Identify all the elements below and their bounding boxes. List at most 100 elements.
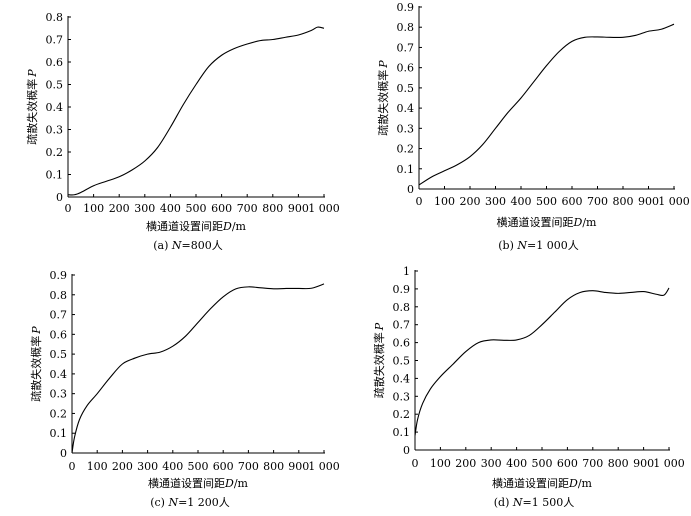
y-tick-label: 0.8 — [393, 301, 411, 314]
x-axis-title: 横通道设置间距D/m — [497, 215, 598, 229]
x-tick-label: 200 — [109, 202, 130, 215]
series-line — [71, 283, 325, 454]
y-tick-label: 0.5 — [46, 79, 64, 92]
x-tick-label: 600 — [211, 202, 232, 215]
y-tick-label: 1 — [403, 265, 410, 278]
chart-svg-b: 0 100 200 300 400 500 600 700 800 900 1 000 0 0.1 0.2… — [376, 1, 690, 252]
x-tick-label: 800 — [263, 460, 284, 473]
x-tick-label: 400 — [506, 457, 527, 470]
y-tick-label: 0.8 — [46, 11, 64, 24]
y-tick-label: 0.4 — [397, 102, 415, 115]
y-tick-label: 0.6 — [50, 328, 68, 341]
x-tick-label: 200 — [112, 460, 133, 473]
y-axis-title: 疏散失效概率P — [372, 322, 386, 398]
x-axis-title: 横通道设置间距D/m — [148, 476, 249, 490]
y-tick-label: 0.8 — [50, 289, 68, 302]
y-tick-label: 0.2 — [393, 408, 411, 421]
chart-panel-c: 0 100 200 300 400 500 600 700 800 900 1 000 0 0.1 0.2… — [0, 258, 345, 516]
y-tick-label: 0.4 — [46, 101, 64, 114]
x-tick-label: 100 — [83, 202, 104, 215]
y-tick-label: 0.2 — [397, 143, 415, 156]
y-tick-label: 0.1 — [397, 163, 415, 176]
y-tick-label: 0.1 — [50, 427, 68, 440]
y-tick-label: 0.2 — [46, 146, 64, 159]
x-tick-label: 800 — [608, 457, 629, 470]
x-tick-label: 200 — [455, 457, 476, 470]
x-tick-label: 1 000 — [308, 460, 340, 473]
y-tick-label: 0.8 — [397, 21, 415, 34]
y-axis-title: 疏散失效概率P — [376, 60, 390, 136]
y-tick-label: 0.1 — [393, 426, 411, 439]
x-tick-label: 200 — [460, 195, 481, 208]
series-line — [414, 287, 670, 436]
x-tick-label: 900 — [288, 202, 309, 215]
x-tick-label: 100 — [87, 460, 108, 473]
y-tick-label: 0.9 — [397, 1, 415, 14]
y-tick-label: 0.5 — [393, 355, 411, 368]
x-tick-label: 400 — [162, 460, 183, 473]
panel-caption: (c) N=1 200人 — [150, 496, 230, 509]
y-tick-label: 0.9 — [50, 269, 68, 282]
x-tick-label: 1 000 — [658, 195, 690, 208]
x-tick-label: 0 — [416, 195, 423, 208]
x-tick-label: 100 — [430, 457, 451, 470]
panel-caption: (a) N=800人 — [153, 239, 222, 252]
panel-caption: (b) N=1 000人 — [498, 239, 578, 252]
x-tick-label: 300 — [134, 202, 155, 215]
y-tick-label: 0.3 — [50, 388, 68, 401]
x-tick-label: 400 — [160, 202, 181, 215]
y-tick-label: 0.2 — [50, 407, 68, 420]
y-tick-label: 0.6 — [393, 337, 411, 350]
x-tick-label: 300 — [481, 457, 502, 470]
x-tick-label: 700 — [237, 202, 258, 215]
y-tick-label: 0 — [56, 191, 63, 204]
chart-svg-a: 0 100 200 300 400 500 600 700 800 900 1 000 0 0.1 0.2… — [25, 11, 340, 252]
y-tick-label: 0.5 — [50, 348, 68, 361]
x-tick-label: 500 — [186, 202, 207, 215]
x-tick-label: 100 — [434, 195, 455, 208]
chart-panel-b: 0 100 200 300 400 500 600 700 800 900 1 000 0 0.1 0.2… — [345, 0, 691, 258]
x-tick-label: 600 — [213, 460, 234, 473]
x-tick-label: 1 000 — [653, 457, 685, 470]
panel-caption: (d) N=1 500人 — [494, 496, 574, 509]
y-axis-title: 疏散失效概率P — [29, 326, 43, 402]
x-tick-label: 700 — [238, 460, 259, 473]
y-axis-title: 疏散失效概率P — [25, 69, 39, 145]
y-tick-label: 0 — [407, 183, 414, 196]
x-tick-label: 900 — [288, 460, 309, 473]
series-line — [67, 26, 325, 196]
x-tick-label: 1 000 — [308, 202, 340, 215]
y-tick-label: 0.6 — [46, 56, 64, 69]
x-tick-label: 900 — [633, 457, 654, 470]
x-axis-title: 横通道设置间距D/m — [492, 476, 593, 490]
x-tick-label: 800 — [262, 202, 283, 215]
x-tick-label: 700 — [582, 457, 603, 470]
y-tick-label: 0.6 — [397, 62, 415, 75]
x-tick-label: 800 — [613, 195, 634, 208]
x-tick-label: 400 — [511, 195, 532, 208]
y-tick-label: 0.7 — [46, 34, 64, 47]
x-tick-label: 500 — [536, 195, 557, 208]
series-line — [418, 23, 675, 186]
y-tick-label: 0.4 — [393, 372, 411, 385]
y-tick-label: 0.5 — [397, 82, 415, 95]
y-tick-label: 0.7 — [397, 41, 415, 54]
y-tick-label: 0.1 — [46, 169, 64, 182]
x-tick-label: 500 — [532, 457, 553, 470]
chart-panel-a: 0 100 200 300 400 500 600 700 800 900 1 000 0 0.1 0.2… — [0, 0, 345, 258]
y-tick-label: 0.9 — [393, 283, 411, 296]
x-axis-title: 横通道设置间距D/m — [146, 219, 247, 233]
x-tick-label: 300 — [137, 460, 158, 473]
chart-panel-d: 0 100 200 300 400 500 600 700 800 900 1 000 0 0.1 0.2… — [345, 258, 691, 516]
y-tick-label: 0.7 — [393, 319, 411, 332]
y-tick-label: 0.7 — [50, 309, 68, 322]
x-tick-label: 700 — [587, 195, 608, 208]
x-tick-label: 0 — [65, 202, 72, 215]
y-tick-label: 0.4 — [50, 368, 68, 381]
x-tick-label: 300 — [485, 195, 506, 208]
x-tick-label: 600 — [562, 195, 583, 208]
y-tick-label: 0.3 — [397, 122, 415, 135]
x-tick-label: 600 — [557, 457, 578, 470]
x-tick-label: 900 — [638, 195, 659, 208]
y-tick-label: 0 — [60, 447, 67, 460]
